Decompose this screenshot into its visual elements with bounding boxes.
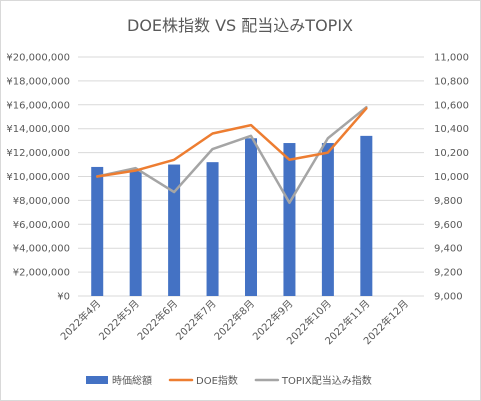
series-line xyxy=(95,105,368,205)
x-tick-label: 2022年8月 xyxy=(211,297,257,343)
left-tick-label: ¥8,000,000 xyxy=(13,196,70,207)
left-tick-label: ¥12,000,000 xyxy=(6,148,70,159)
x-tick-label: 2022年6月 xyxy=(134,297,180,343)
bar xyxy=(91,166,104,296)
bar xyxy=(283,143,296,296)
left-tick-label: ¥6,000,000 xyxy=(13,220,70,231)
bar xyxy=(129,169,142,296)
x-tick-label: 2022年5月 xyxy=(96,297,142,343)
chart-title: DOE株指数 VS 配当込みTOPIX xyxy=(127,16,353,35)
legend-swatch xyxy=(86,376,108,384)
right-tick-label: 11,000 xyxy=(434,53,469,64)
legend-label: 時価総額 xyxy=(112,374,152,387)
bar xyxy=(206,162,219,296)
right-tick-label: 9,800 xyxy=(434,196,463,207)
bar-series xyxy=(91,135,373,296)
right-tick-label: 10,000 xyxy=(434,172,469,183)
series-line xyxy=(95,107,368,178)
right-axis-ticks: 9,000 9,200 9,400 9,600 9,800 10,000 10,200 10,… xyxy=(434,53,469,303)
legend-label: DOE指数 xyxy=(196,374,238,387)
left-tick-label: ¥14,000,000 xyxy=(6,124,70,135)
line-series xyxy=(95,105,368,205)
legend: 時価総額 DOE指数 TOPIX配当込み指数 xyxy=(86,374,372,387)
left-axis-ticks: ¥0 ¥2,000,000 ¥4,000,000 ¥6,000,000 ¥8,000,0… xyxy=(6,53,70,303)
legend-label: TOPIX配当込み指数 xyxy=(281,374,372,387)
right-tick-label: 10,600 xyxy=(434,100,469,111)
bar xyxy=(245,138,257,296)
right-tick-label: 10,200 xyxy=(434,148,469,159)
left-tick-label: ¥0 xyxy=(57,292,70,303)
left-tick-label: ¥10,000,000 xyxy=(6,172,70,183)
bar xyxy=(321,143,334,296)
right-tick-label: 9,400 xyxy=(434,244,463,255)
left-tick-label: ¥4,000,000 xyxy=(13,244,70,255)
bar xyxy=(360,135,373,296)
left-tick-label: ¥20,000,000 xyxy=(6,53,70,64)
right-tick-label: 10,800 xyxy=(434,76,469,87)
right-tick-label: 10,400 xyxy=(434,124,469,135)
left-tick-label: ¥18,000,000 xyxy=(6,76,70,87)
left-tick-label: ¥16,000,000 xyxy=(6,100,70,111)
right-tick-label: 9,200 xyxy=(434,268,463,279)
x-axis-ticks: 2022年4月2022年5月2022年6月2022年7月2022年8月2022年… xyxy=(58,297,411,347)
right-tick-label: 9,600 xyxy=(434,220,463,231)
left-tick-label: ¥2,000,000 xyxy=(13,268,70,279)
x-tick-label: 2022年7月 xyxy=(173,297,219,343)
x-tick-label: 2022年4月 xyxy=(58,297,104,343)
right-tick-label: 9,000 xyxy=(434,292,463,303)
bar xyxy=(168,164,181,296)
